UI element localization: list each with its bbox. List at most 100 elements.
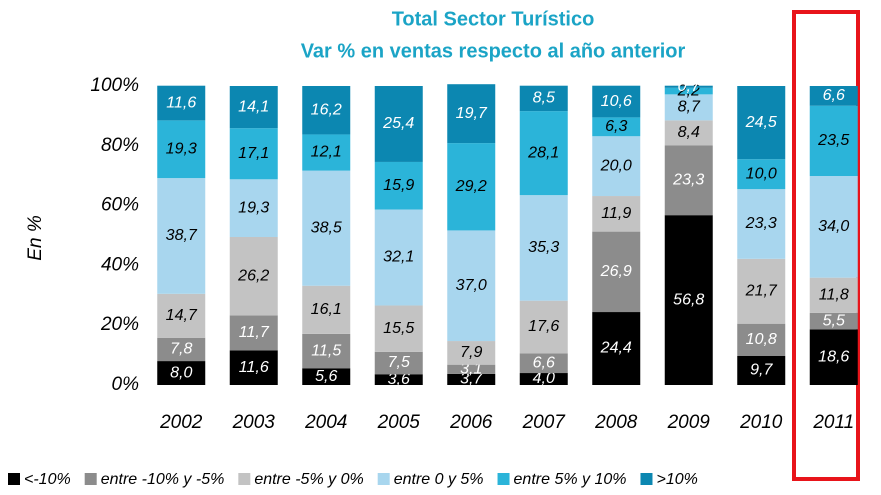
data-label: 24,4 [600,340,632,357]
bar-segment [809,312,858,330]
data-label: 7,8 [170,341,192,358]
y-tick-label: 80% [101,135,139,156]
legend-label: <-10% [24,471,71,488]
bar-segment [157,178,206,294]
bar-segment [737,159,786,190]
legend-label: >10% [656,471,697,488]
data-label: 17,6 [528,318,559,335]
data-label: 11,7 [239,324,270,341]
bar-segment [229,315,278,351]
bar-segment [519,85,568,112]
bar-segment [447,84,496,144]
bar-segment [447,230,496,342]
x-tick-label: 2002 [159,412,203,433]
bar-segment [809,329,858,385]
data-label: 11,9 [601,205,631,222]
chart-title: Total Sector Turístico [392,8,595,30]
y-tick-label: 60% [101,195,139,216]
legend-label: entre -5% y 0% [254,471,363,488]
data-label: 26,9 [600,263,632,280]
bar-segment [592,85,641,118]
data-label: 6,6 [533,354,555,371]
bar-segment [809,277,858,313]
bar-segment [592,231,641,313]
bar-segment [592,117,641,137]
bar-segment [809,86,858,106]
legend-swatch [238,473,251,485]
data-label: 3,6 [388,371,410,388]
data-label: 14,7 [166,307,198,324]
data-label: 24,5 [745,114,777,131]
legend-swatch [497,473,510,485]
bar-segment [519,353,568,374]
bar-segment [737,86,786,160]
x-tick-label: 2004 [304,412,347,433]
data-label: 26,2 [237,267,269,284]
data-label: 5,6 [315,368,337,385]
bar-segment [809,175,858,278]
bar-segment [229,236,278,316]
bar-segment [592,136,641,197]
data-label: 3,7 [460,371,483,388]
data-label: 28,1 [527,144,559,161]
bar-segment [229,128,278,180]
bar-segment [374,209,423,306]
bar-segment [302,86,351,135]
x-tick-label: 2006 [449,412,493,433]
x-tick-label: 2005 [377,412,421,433]
data-label: 29,2 [455,178,487,195]
legend-label: entre 0 y 5% [394,471,484,488]
data-label: 4,0 [533,370,555,387]
bar-segment [737,189,786,259]
data-label: 23,3 [745,215,777,232]
data-label: 10,8 [746,331,777,348]
data-label: 21,7 [745,282,778,299]
bar-segment [447,373,496,385]
x-tick-label: 2009 [667,412,711,433]
bar-segment [447,143,496,231]
bar-segment [157,120,206,179]
bar-segment [519,111,568,196]
bar-segment [664,215,713,385]
y-axis-label: En % [25,215,46,261]
data-label: 7,5 [388,354,410,371]
data-label: 7,9 [460,344,482,361]
bar-segment [664,94,713,121]
legend-swatch [8,473,20,485]
data-label: 8,0 [170,364,192,381]
data-label: 6,3 [605,118,627,135]
data-label: 11,6 [239,359,269,376]
y-tick-label: 100% [90,75,139,96]
bar-segment [157,293,206,338]
data-label: 38,5 [311,219,342,236]
bar-segment [737,258,786,324]
data-label: 32,1 [383,249,414,266]
bar-segment [519,373,568,385]
bar-segment [229,350,278,385]
data-label: 8,4 [678,124,700,141]
legend-label: entre -10% y -5% [101,471,225,488]
bar-segment [302,368,351,385]
bar-segment [374,86,423,162]
legend-swatch [377,473,390,485]
chart-subtitle: Var % en ventas respecto al año anterior [301,40,686,62]
bar-segment [157,85,206,121]
data-label: 10,6 [601,93,632,110]
x-tick-label: 2003 [232,412,276,433]
bar-segment [592,312,641,385]
data-label: 17,1 [238,145,269,162]
bar-segment [374,351,423,375]
bar-segment [229,86,278,129]
bar-segment [374,305,423,352]
data-label: 56,8 [673,291,704,308]
data-label: 20,0 [600,157,632,174]
bar-segment [592,196,641,232]
data-label: 16,1 [311,301,342,318]
data-label: 11,5 [311,342,341,359]
data-label: 15,5 [383,320,414,337]
data-label: 12,1 [311,144,342,161]
data-label: 14,1 [238,98,269,115]
bar-segment [519,300,568,354]
data-label: 18,6 [818,348,849,365]
bar-segment [664,85,713,88]
